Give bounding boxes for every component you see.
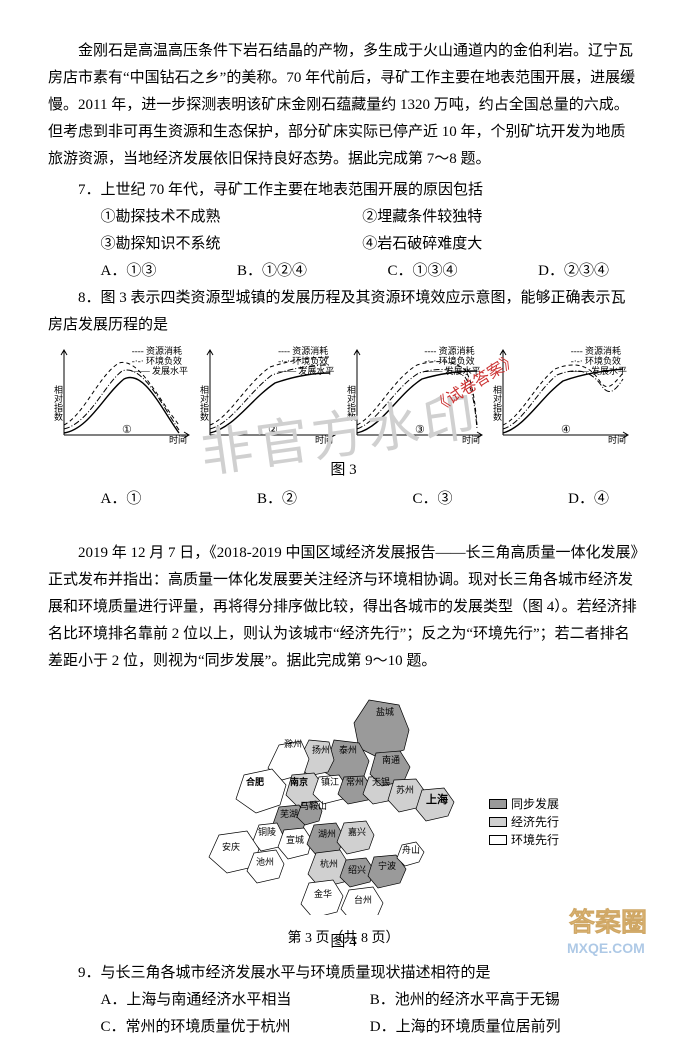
corner-logo-bottom: MXQE.COM: [567, 940, 645, 956]
chart-4-id: ④: [561, 424, 571, 436]
map-legend: 同步发展 经济先行 环境先行: [489, 795, 559, 849]
chart-2-xlabel: 时间: [315, 434, 333, 445]
q7-choice-b: B．①②④: [237, 258, 307, 285]
chart-3-legend: ---- 资源消耗 -·-· 环境负效 —— 发展水平: [424, 347, 480, 377]
figure-3-row: ---- 资源消耗 -·-· 环境负效 —— 发展水平 相对指数 时间 ① --…: [48, 345, 639, 455]
corner-logo: 答案圈 MXQE.COM: [557, 901, 677, 961]
chart-3: ---- 资源消耗 -·-· 环境负效 —— 发展水平 相对指数 时间 ③: [347, 345, 487, 455]
chart-1-xlabel: 时间: [169, 434, 187, 445]
chart-4-ylabel: 相对指数: [493, 384, 502, 422]
legend-dev: —— 发展水平: [424, 367, 480, 377]
chart-3-ylabel: 相对指数: [347, 384, 356, 422]
map-svg: 盐城 滁州 扬州 泰州 南通 合肥 南京 镇江 常州 无锡 苏州 上海 芜湖 马…: [184, 685, 504, 915]
passage-1: 金刚石是高温高压条件下岩石结晶的产物，多生成于火山通道内的金伯利岩。辽宁瓦房店市…: [48, 38, 639, 173]
label-suzhou: 苏州: [396, 784, 414, 795]
label-ningbo: 宁波: [378, 860, 396, 871]
q9-choice-c: C．常州的环境质量优于杭州: [101, 1014, 370, 1041]
label-shanghai: 上海: [426, 792, 448, 806]
label-jinhua: 金华: [314, 888, 332, 899]
legend-box-sync: [489, 799, 507, 809]
label-nantong: 南通: [382, 754, 400, 765]
chart-1: ---- 资源消耗 -·-· 环境负效 —— 发展水平 相对指数 时间 ①: [54, 345, 194, 455]
label-yangzhou: 扬州: [312, 744, 330, 755]
label-jiaxing: 嘉兴: [348, 826, 366, 837]
chart-2: ---- 资源消耗 -·-· 环境负效 —— 发展水平 相对指数 时间 ②: [200, 345, 340, 455]
label-xuancheng: 宣城: [286, 834, 304, 845]
label-wuxi: 无锡: [372, 777, 390, 787]
q8-choice-d: D．④: [568, 486, 609, 513]
legend-econ: 经济先行: [511, 813, 559, 831]
label-yancheng: 盐城: [376, 706, 394, 717]
q7-sub-options-row1: ①勘探技术不成熟 ②埋藏条件较独特: [48, 204, 639, 231]
label-chizhou: 池州: [256, 856, 274, 867]
label-hefei: 合肥: [246, 776, 264, 787]
q9-row1: A．上海与南通经济水平相当 B．池州的经济水平高于无锡: [48, 987, 639, 1014]
q9-choice-b: B．池州的经济水平高于无锡: [370, 987, 639, 1014]
q9-choice-d: D．上海的环境质量位居前列: [370, 1014, 639, 1041]
legend-dev: —— 发展水平: [571, 367, 627, 377]
chart-4-env: [503, 371, 623, 429]
figure-3-caption: 图 3: [48, 457, 639, 484]
q9-choice-a: A．上海与南通经济水平相当: [101, 987, 370, 1014]
corner-logo-top: 答案圈: [569, 907, 647, 937]
legend-env: 环境先行: [511, 831, 559, 849]
label-nanjing: 南京: [290, 776, 308, 787]
q7-choice-c: C．①③④: [388, 258, 458, 285]
label-maanshan: 马鞍山: [300, 800, 327, 811]
label-anqing: 安庆: [222, 841, 240, 852]
q8-choices: A．① B．② C．③ D．④: [48, 486, 639, 513]
legend-sync: 同步发展: [511, 795, 559, 813]
figure-4-wrap: 盐城 滁州 扬州 泰州 南通 合肥 南京 镇江 常州 无锡 苏州 上海 芜湖 马…: [48, 685, 639, 925]
chart-3-env: [357, 370, 477, 429]
q9-stem: 9．与长三角各城市经济发展水平与环境质量现状描述相符的是: [48, 960, 639, 987]
label-zhenjiang: 镇江: [321, 776, 339, 787]
legend-dev: —— 发展水平: [278, 367, 334, 377]
q7-sub-options-row2: ③勘探知识不系统 ④岩石破碎难度大: [48, 231, 639, 258]
chart-3-id: ③: [415, 424, 425, 436]
q7-opt4: ④岩石破碎难度大: [362, 231, 624, 258]
region-jiaxing: [337, 821, 374, 854]
q7-choice-d: D．②③④: [538, 258, 609, 285]
legend-dev: —— 发展水平: [132, 367, 188, 377]
label-zhoushan: 舟山: [402, 844, 420, 855]
chart-4-legend: ---- 资源消耗 -·-· 环境负效 —— 发展水平: [571, 347, 627, 377]
label-huzhou: 湖州: [318, 829, 336, 839]
legend-box-econ: [489, 817, 507, 827]
label-wuhu: 芜湖: [280, 808, 298, 819]
q7-opt2: ②埋藏条件较独特: [362, 204, 624, 231]
q8-stem: 8．图 3 表示四类资源型城镇的发展历程及其资源环境效应示意图，能够正确表示瓦房…: [48, 285, 639, 339]
label-tongling: 铜陵: [258, 826, 276, 837]
legend-box-env: [489, 835, 507, 845]
label-taizhou-n: 泰州: [339, 744, 357, 755]
label-hangzhou: 杭州: [320, 858, 338, 869]
chart-1-id: ①: [122, 424, 132, 436]
q8-choice-c: C．③: [413, 486, 453, 513]
label-shaoxing: 绍兴: [348, 864, 366, 875]
q8-choice-a: A．①: [101, 486, 142, 513]
chart-1-ylabel: 相对指数: [54, 384, 63, 422]
q8-choice-b: B．②: [257, 486, 297, 513]
label-taizhou-s: 台州: [354, 894, 372, 905]
chart-3-xlabel: 时间: [462, 434, 480, 445]
q7-choices: A．①③ B．①②④ C．①③④ D．②③④: [48, 258, 639, 285]
label-chuzhou: 滁州: [284, 739, 302, 749]
q7-choice-a: A．①③: [101, 258, 157, 285]
q7-stem: 7．上世纪 70 年代，寻矿工作主要在地表范围开展的原因包括: [48, 177, 639, 204]
chart-4-xlabel: 时间: [608, 434, 626, 445]
q7-opt1: ①勘探技术不成熟: [101, 204, 363, 231]
passage-2: 2019 年 12 月 7 日，《2018-2019 中国区域经济发展报告——长…: [48, 540, 639, 675]
chart-4: ---- 资源消耗 -·-· 环境负效 —— 发展水平 相对指数 时间 ④: [493, 345, 633, 455]
chart-1-legend: ---- 资源消耗 -·-· 环境负效 —— 发展水平: [132, 347, 188, 377]
label-changzhou: 常州: [346, 776, 364, 787]
q7-opt3: ③勘探知识不系统: [101, 231, 363, 258]
chart-2-legend: ---- 资源消耗 -·-· 环境负效 —— 发展水平: [278, 347, 334, 377]
q9-row2: C．常州的环境质量优于杭州 D．上海的环境质量位居前列: [48, 1014, 639, 1041]
chart-2-ylabel: 相对指数: [200, 384, 209, 422]
chart-2-id: ②: [268, 424, 278, 436]
